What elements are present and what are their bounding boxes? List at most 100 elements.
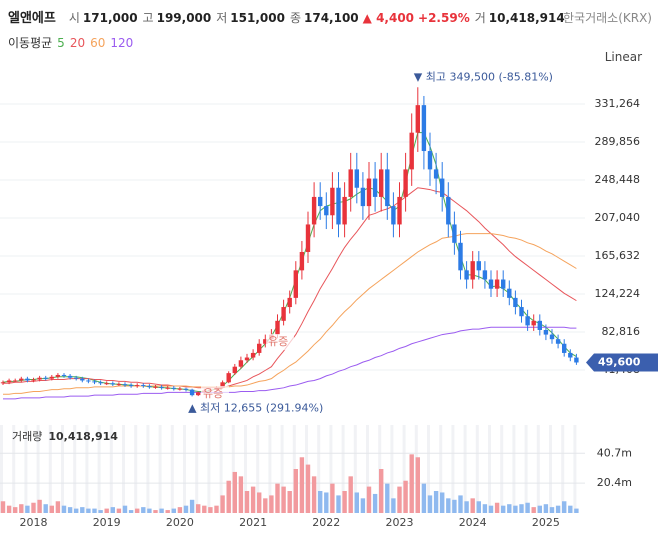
ma-legend: 이동평균 5 20 60 120 xyxy=(8,34,133,51)
volume-bar xyxy=(519,504,524,513)
volume-bg xyxy=(85,425,89,513)
y-tick-label: 20.4m xyxy=(597,476,632,489)
candle-body xyxy=(263,339,268,344)
volume-bar xyxy=(488,505,494,513)
candle-body xyxy=(183,388,189,390)
exchange: 한국거래소(KRX) xyxy=(563,11,652,25)
volume-bar xyxy=(196,504,201,513)
volume-bar xyxy=(220,495,225,513)
price-tag-label: 49,600 xyxy=(598,355,641,368)
volume-bar xyxy=(525,502,530,513)
candle-body xyxy=(555,339,561,344)
volume-bar xyxy=(171,508,176,513)
candle-body xyxy=(324,206,329,216)
volume-bar xyxy=(372,493,378,513)
volume-bar xyxy=(250,486,256,513)
volume-bar xyxy=(549,507,555,513)
volume-total: 10,418,914 xyxy=(48,430,118,443)
volume-bg xyxy=(439,425,443,513)
volume-bar xyxy=(238,476,244,513)
volume-bar xyxy=(293,469,298,513)
volume-bar xyxy=(226,480,231,513)
volume-bar xyxy=(324,492,329,513)
volume-bar xyxy=(189,499,195,513)
volume-bar xyxy=(275,483,280,513)
volume-bar xyxy=(269,495,274,513)
candle-body xyxy=(49,376,54,379)
volume-bar xyxy=(415,457,420,513)
volume-bar xyxy=(31,502,36,513)
volume-bar xyxy=(476,501,481,513)
volume-bar xyxy=(141,507,146,513)
volume-bg xyxy=(231,425,235,513)
volume-bar xyxy=(421,483,427,513)
volume-bar xyxy=(555,505,561,513)
candle-body xyxy=(67,375,73,378)
volume-bg xyxy=(195,425,199,513)
candle-body xyxy=(452,224,457,243)
volume-bar xyxy=(208,507,213,513)
volume-bg xyxy=(158,425,162,513)
candle-body xyxy=(19,378,24,381)
candle-body xyxy=(80,378,85,381)
candle-body xyxy=(43,377,48,379)
candle-body xyxy=(61,374,67,376)
scale-button[interactable]: Linear xyxy=(604,50,642,64)
candle-body xyxy=(549,334,555,340)
candle-body xyxy=(165,387,170,389)
candle-body xyxy=(525,316,530,326)
candle-body xyxy=(110,383,115,385)
info-value: 171,000 xyxy=(82,11,138,25)
candle-body xyxy=(421,105,427,152)
volume-bar xyxy=(507,504,512,513)
candle-body xyxy=(501,279,506,289)
volume-bg xyxy=(73,425,77,513)
volume-label: 거래량 xyxy=(12,430,42,443)
volume-bar xyxy=(86,508,91,513)
candle-body xyxy=(568,352,573,358)
volume-bar xyxy=(501,505,506,513)
ma-line xyxy=(3,326,577,400)
volume-bg xyxy=(122,425,125,513)
candle-body xyxy=(537,320,542,330)
volume-bg xyxy=(0,425,3,513)
y-tick-label: 165,632 xyxy=(595,249,641,262)
event-box xyxy=(201,386,229,402)
volume-bar xyxy=(165,510,170,513)
volume-bg xyxy=(219,425,223,513)
candle-body xyxy=(379,169,384,197)
candle-body xyxy=(177,388,183,390)
volume-bar xyxy=(531,507,536,513)
candle-body xyxy=(336,187,341,225)
candle-body xyxy=(342,196,347,225)
volume-bar xyxy=(122,505,128,513)
volume-bg xyxy=(24,425,28,513)
volume-bar xyxy=(37,499,42,513)
volume-bar xyxy=(482,504,488,513)
volume-bar xyxy=(25,505,30,513)
y-tick-label: 124,224 xyxy=(595,287,641,300)
candle-body xyxy=(287,297,292,308)
candle-body xyxy=(37,377,42,380)
volume-bg xyxy=(366,425,369,513)
header: 엘앤에프 시 171,000 고 199,000 저 151,000 종 174,100 ▲ 4,… xyxy=(8,7,565,26)
candle-body xyxy=(153,386,158,388)
volume-bg xyxy=(36,425,40,513)
candle-body xyxy=(250,352,256,358)
ma-label: 이동평균 xyxy=(8,36,53,50)
volume-bg xyxy=(353,425,357,513)
volume-bar xyxy=(177,507,183,513)
x-tick-label: 2018 xyxy=(20,516,48,529)
volume-bar xyxy=(311,476,317,513)
candle-body xyxy=(446,196,451,225)
candle-body xyxy=(238,360,244,367)
y-tick-label: 82,816 xyxy=(602,325,641,338)
volume-bg xyxy=(97,425,101,513)
volume-bar xyxy=(318,491,323,513)
candle-body xyxy=(226,373,231,383)
volume-bg xyxy=(488,425,491,513)
volume-bg xyxy=(329,425,333,513)
event-label: 유증 xyxy=(203,387,223,400)
volume-bar xyxy=(348,476,353,513)
